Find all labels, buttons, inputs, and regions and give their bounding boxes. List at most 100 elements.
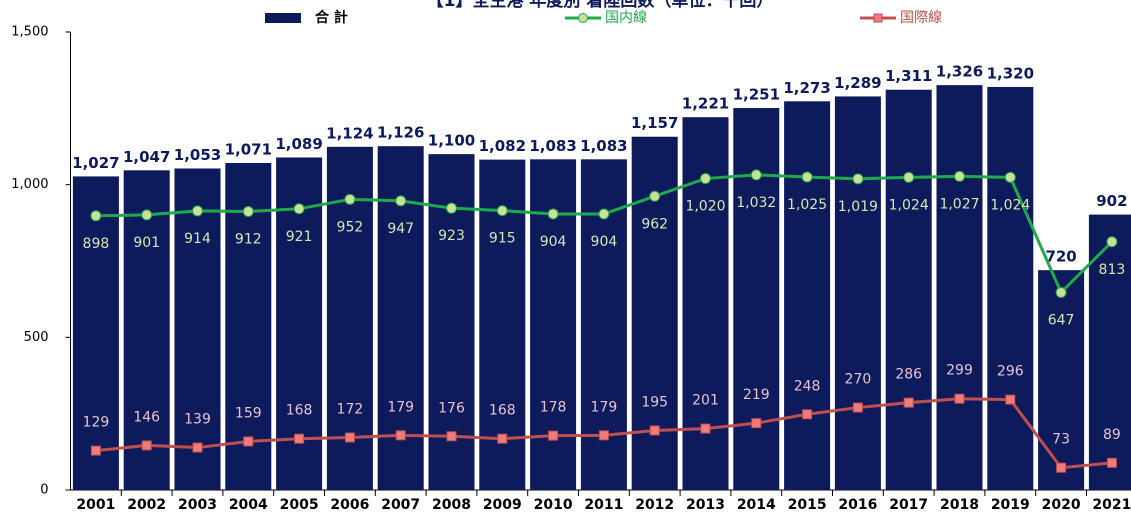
y-tick-label: 0 bbox=[40, 483, 48, 498]
data-label: 176 bbox=[438, 400, 465, 416]
bar-label: 1,326 bbox=[936, 63, 983, 81]
bar-label: 1,273 bbox=[783, 79, 830, 97]
bar-label: 1,289 bbox=[834, 74, 881, 92]
bar bbox=[1088, 214, 1131, 490]
marker bbox=[446, 431, 457, 442]
legend-marker bbox=[578, 13, 588, 23]
bar bbox=[936, 85, 983, 491]
data-label: 914 bbox=[184, 231, 211, 247]
chart-title: 【1】全空港 年度別 着陸回数（単位：千回） bbox=[427, 0, 774, 11]
legend-swatch bbox=[265, 13, 301, 23]
x-tick-label: 2020 bbox=[1042, 497, 1081, 513]
data-label: 898 bbox=[83, 236, 110, 252]
data-label: 1,032 bbox=[736, 195, 776, 211]
data-label: 296 bbox=[997, 364, 1024, 380]
data-label: 179 bbox=[591, 399, 618, 415]
marker bbox=[344, 432, 355, 443]
x-tick-label: 2017 bbox=[889, 497, 928, 513]
marker bbox=[344, 193, 356, 205]
x-tick-label: 2016 bbox=[838, 497, 877, 513]
marker bbox=[293, 203, 305, 215]
marker bbox=[90, 445, 101, 456]
data-label: 904 bbox=[591, 234, 618, 250]
data-label: 912 bbox=[235, 232, 262, 248]
x-tick-label: 2003 bbox=[178, 497, 217, 513]
marker bbox=[90, 210, 102, 222]
data-label: 73 bbox=[1052, 432, 1070, 448]
x-tick-label: 2004 bbox=[229, 497, 268, 513]
marker bbox=[700, 173, 711, 185]
bar-label: 1,083 bbox=[529, 137, 576, 155]
data-label: 270 bbox=[845, 372, 872, 388]
bar bbox=[987, 86, 1034, 491]
marker bbox=[954, 393, 965, 404]
marker bbox=[1106, 457, 1117, 468]
data-label: 219 bbox=[743, 387, 770, 403]
data-label: 1,027 bbox=[939, 196, 979, 212]
marker bbox=[802, 409, 813, 420]
marker bbox=[395, 195, 407, 207]
data-label: 901 bbox=[133, 235, 160, 251]
bar-label: 1,100 bbox=[428, 132, 475, 150]
y-tick-label: 1,500 bbox=[11, 25, 48, 40]
data-label: 89 bbox=[1103, 427, 1121, 443]
marker bbox=[192, 205, 203, 217]
x-tick-label: 2021 bbox=[1092, 497, 1131, 513]
data-label: 1,025 bbox=[787, 197, 827, 213]
legend-label: 国際線 bbox=[900, 10, 942, 26]
bar bbox=[225, 162, 272, 490]
data-label: 201 bbox=[692, 393, 719, 409]
x-tick-label: 2011 bbox=[584, 497, 623, 513]
data-label: 139 bbox=[184, 412, 211, 428]
legend-label: 合 計 bbox=[315, 9, 348, 26]
data-label: 299 bbox=[946, 363, 973, 379]
y-tick-label: 500 bbox=[24, 330, 49, 345]
data-label: 179 bbox=[387, 399, 414, 415]
x-tick-label: 2007 bbox=[381, 497, 420, 513]
data-label: 952 bbox=[337, 219, 364, 235]
marker bbox=[649, 425, 660, 436]
bar-label: 1,053 bbox=[174, 146, 221, 164]
marker bbox=[852, 173, 864, 185]
bar-label: 1,320 bbox=[987, 64, 1034, 82]
data-label: 172 bbox=[337, 401, 364, 417]
marker bbox=[1004, 171, 1016, 183]
bar-label: 1,047 bbox=[123, 148, 170, 166]
x-tick-label: 2002 bbox=[127, 497, 166, 513]
marker bbox=[750, 169, 762, 181]
x-tick-label: 2019 bbox=[991, 497, 1030, 513]
marker bbox=[294, 433, 305, 444]
bar bbox=[885, 89, 932, 490]
data-label: 178 bbox=[540, 400, 567, 416]
bar-label: 1,124 bbox=[326, 124, 373, 142]
marker bbox=[903, 397, 914, 408]
data-label: 962 bbox=[641, 216, 668, 232]
bar-label: 902 bbox=[1096, 192, 1127, 210]
marker bbox=[496, 205, 508, 217]
x-tick-label: 2009 bbox=[483, 497, 522, 513]
marker bbox=[548, 430, 559, 441]
data-label: 1,024 bbox=[990, 197, 1030, 213]
bar-label: 1,083 bbox=[580, 137, 627, 155]
data-label: 813 bbox=[1099, 262, 1126, 278]
data-label: 195 bbox=[641, 394, 668, 410]
data-label: 168 bbox=[489, 403, 516, 419]
bar bbox=[1038, 270, 1085, 490]
bar-label: 1,126 bbox=[377, 124, 424, 142]
marker bbox=[649, 190, 661, 202]
marker bbox=[497, 433, 508, 444]
x-tick-label: 2014 bbox=[737, 497, 776, 513]
x-tick-label: 2008 bbox=[432, 497, 471, 513]
x-tick-label: 2001 bbox=[76, 497, 115, 513]
data-label: 923 bbox=[438, 228, 465, 244]
data-label: 248 bbox=[794, 378, 821, 394]
marker bbox=[1005, 394, 1016, 405]
bar-label: 1,027 bbox=[72, 154, 119, 172]
marker bbox=[192, 442, 203, 453]
marker bbox=[751, 418, 762, 429]
data-label: 915 bbox=[489, 231, 516, 247]
bar bbox=[174, 168, 221, 490]
legend-label: 国内線 bbox=[605, 10, 647, 26]
x-tick-label: 2010 bbox=[534, 497, 573, 513]
